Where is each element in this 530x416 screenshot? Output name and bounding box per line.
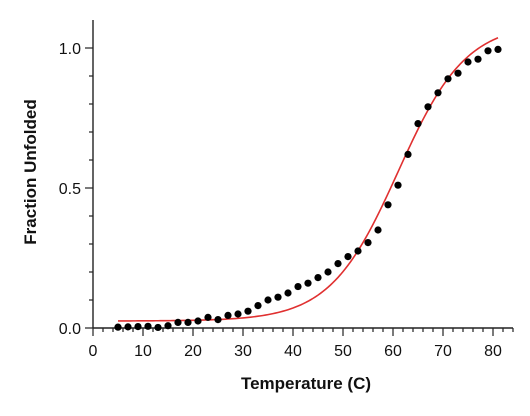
- data-point: [144, 322, 152, 330]
- fit-curve: [117, 37, 499, 322]
- x-tick-label: 70: [434, 343, 452, 360]
- data-point: [154, 323, 162, 332]
- x-tick-label: 40: [284, 343, 302, 360]
- data-point: [464, 58, 472, 66]
- data-point: [284, 289, 292, 297]
- x-tick-label: 10: [134, 343, 152, 360]
- data-point: [244, 307, 252, 315]
- x-tick-label: 0: [89, 343, 98, 360]
- tick-layer: 0 10 20 30 40 50 60 70 80 0.0 0.5 1.0: [59, 41, 514, 360]
- data-point: [164, 322, 172, 330]
- axes: [92, 20, 513, 329]
- data-point: [494, 45, 502, 54]
- data-point: [114, 323, 122, 331]
- data-point: [334, 260, 342, 268]
- data-point: [374, 226, 382, 234]
- data-point: [134, 323, 142, 331]
- data-point: [304, 279, 312, 287]
- data-point: [184, 318, 192, 326]
- data-point: [214, 316, 222, 324]
- data-point: [194, 317, 202, 325]
- x-tick-label: 30: [234, 343, 252, 360]
- data-points-layer: [114, 45, 502, 332]
- data-point: [424, 103, 432, 111]
- data-point: [404, 150, 412, 158]
- x-tick-label: 20: [184, 343, 202, 360]
- data-point: [124, 323, 132, 331]
- data-point: [294, 282, 302, 291]
- data-point: [344, 253, 352, 261]
- data-point: [324, 268, 332, 276]
- y-tick-label: 0.0: [59, 321, 81, 338]
- data-point: [234, 310, 242, 318]
- data-point: [364, 239, 372, 247]
- data-point: [444, 75, 452, 83]
- x-tick-label: 80: [484, 343, 502, 360]
- data-point: [454, 69, 462, 77]
- data-point: [204, 313, 212, 321]
- fit-curve-layer: [117, 37, 499, 322]
- y-tick-label: 1.0: [59, 41, 81, 58]
- y-tick-label: 0.5: [59, 181, 81, 198]
- x-tick-label: 50: [334, 343, 352, 360]
- data-point: [254, 302, 262, 310]
- y-axis-title: Fraction Unfolded: [21, 99, 40, 244]
- data-point: [354, 247, 362, 255]
- data-point: [384, 201, 392, 209]
- data-point: [434, 89, 442, 97]
- data-point: [224, 311, 232, 319]
- data-point: [474, 55, 482, 63]
- x-tick-label: 60: [384, 343, 402, 360]
- data-point: [314, 274, 322, 282]
- data-point: [484, 47, 492, 55]
- data-point: [414, 120, 422, 128]
- data-point: [394, 181, 402, 189]
- data-point: [264, 296, 272, 304]
- data-point: [274, 293, 282, 301]
- x-axis-title: Temperature (C): [241, 374, 371, 393]
- data-point: [174, 318, 182, 326]
